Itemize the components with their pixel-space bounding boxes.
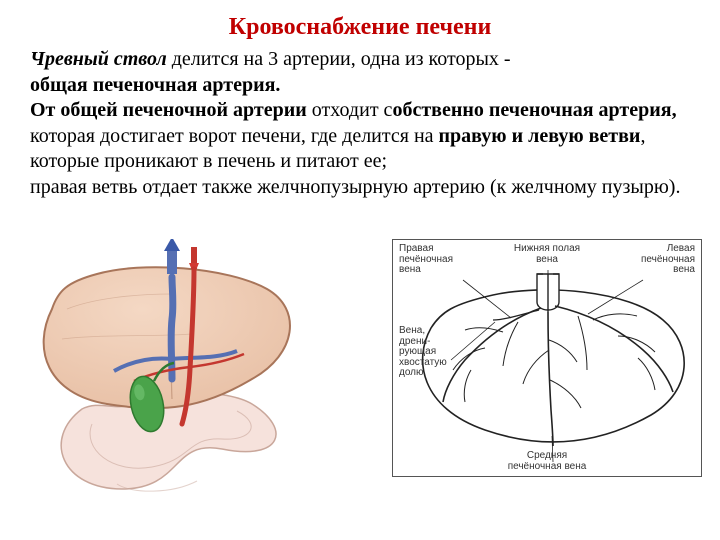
figure-anatomical-color [22, 239, 322, 514]
diagram-label-middle-hepatic: Средняяпечёночная вена [508, 451, 587, 472]
diagram-label-ivc: Нижняя полаявена [514, 244, 580, 265]
figure-row: Нижняя полаявена Праваяпечёночнаявена Ле… [0, 239, 720, 514]
page-title: Кровоснабжение печени [0, 0, 720, 47]
figure-vein-diagram: Нижняя полаявена Праваяпечёночнаявена Ле… [392, 239, 702, 477]
diagram-label-caudate-drain: Вена,дрени-рующаяхвостатуюдолю [399, 326, 459, 379]
diagram-label-right-hepatic: Праваяпечёночнаявена [399, 244, 477, 276]
diagram-label-left-hepatic: Леваяпечёночнаявена [617, 244, 695, 276]
explanatory-paragraph: Чревный ствол делится на 3 артерии, одна… [0, 47, 720, 201]
